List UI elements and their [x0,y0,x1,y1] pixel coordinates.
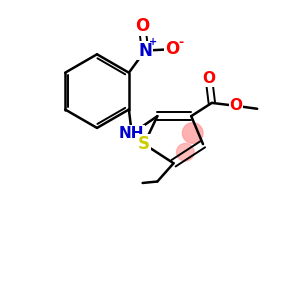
Text: O: O [230,98,242,113]
Text: NH: NH [119,126,145,141]
Text: -: - [178,36,184,49]
Text: +: + [149,38,157,47]
Circle shape [182,123,203,143]
Text: O: O [135,17,149,35]
Text: O: O [165,40,179,58]
Text: O: O [202,71,215,86]
Text: S: S [138,135,150,153]
Text: N: N [138,42,152,60]
Circle shape [176,143,194,161]
